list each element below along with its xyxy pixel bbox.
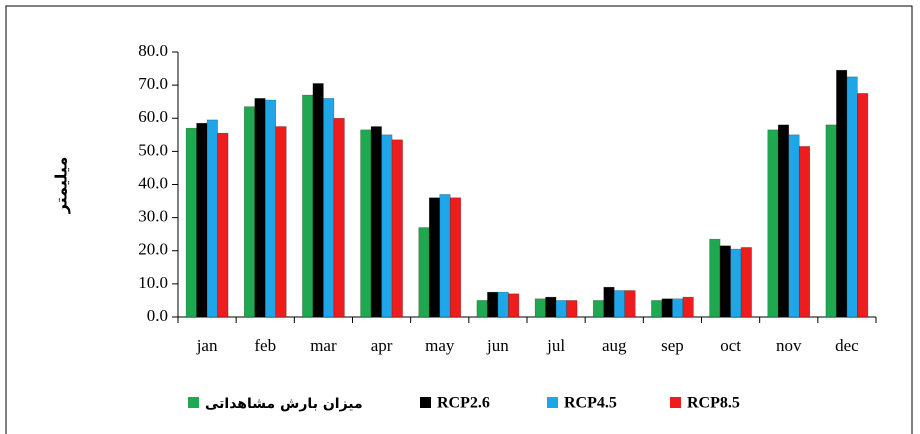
chart-frame [5,5,913,434]
bar [857,93,869,318]
bar [381,134,393,318]
bar [439,194,451,318]
bar [476,300,488,318]
bar [370,126,382,318]
bar [613,290,626,318]
bar [682,296,694,318]
y-tick-label: 30.0 [138,207,168,226]
y-tick-label: 0.0 [147,306,168,325]
bar [206,119,218,318]
bar [651,300,663,318]
bar [592,300,605,318]
y-tick-label: 60.0 [138,107,168,126]
legend-label: میزان بارش مشاهداتی [205,396,363,412]
bar [534,298,546,318]
bar [497,291,509,318]
x-tick-label: jun [486,336,509,355]
y-axis-label: میلیمتر [52,157,71,215]
bar [217,132,229,318]
x-tick-label: jan [196,336,218,355]
bar [360,129,372,318]
bar [333,117,345,318]
bar [555,300,567,318]
x-tick-label: dec [835,336,859,355]
y-tick-label: 20.0 [138,240,168,259]
bar [566,300,578,318]
bar [709,238,721,318]
bar [730,248,742,318]
bar [603,286,615,318]
bar [740,247,752,318]
bar [196,122,208,318]
x-tick-label: may [425,336,455,355]
bar [418,227,430,318]
bar [185,127,197,318]
bar [254,98,266,318]
bar [777,124,790,318]
legend-swatch [670,397,681,408]
x-tick-label: aug [602,336,627,355]
x-tick-label: sep [661,336,684,355]
y-tick-label: 70.0 [138,74,168,93]
bar [302,94,314,318]
bar [449,197,462,318]
bar [243,106,256,318]
bar [275,126,287,318]
x-tick-label: nov [776,336,802,355]
bar [391,139,403,318]
legend-label: RCP2.6 [437,395,490,412]
legend-swatch [188,397,199,408]
bar [788,134,800,318]
x-tick-label: mar [310,336,337,355]
bar [264,99,277,318]
bar [846,76,858,318]
bar [323,98,335,318]
bar [508,293,520,318]
bar [719,245,731,318]
x-tick-label: apr [371,336,393,355]
bar [836,69,848,318]
bar [672,298,684,318]
y-tick-label: 40.0 [138,173,168,192]
bar [624,290,636,318]
y-tick-label: 50.0 [138,140,168,159]
bar [487,291,499,318]
legend-swatch [547,397,558,408]
legend-swatch [420,397,431,408]
x-tick-label: jul [546,336,565,355]
bar [661,298,673,318]
legend-label: RCP4.5 [564,395,617,412]
bar [767,129,779,318]
x-tick-label: feb [254,336,276,355]
bar [312,83,324,318]
bar [825,124,837,318]
legend-label: RCP8.5 [687,395,740,412]
x-tick-label: oct [720,336,741,355]
bar [428,197,441,318]
bar [545,296,557,318]
y-tick-label: 10.0 [138,273,168,292]
y-tick-label: 80.0 [138,41,168,60]
bar [798,146,811,318]
